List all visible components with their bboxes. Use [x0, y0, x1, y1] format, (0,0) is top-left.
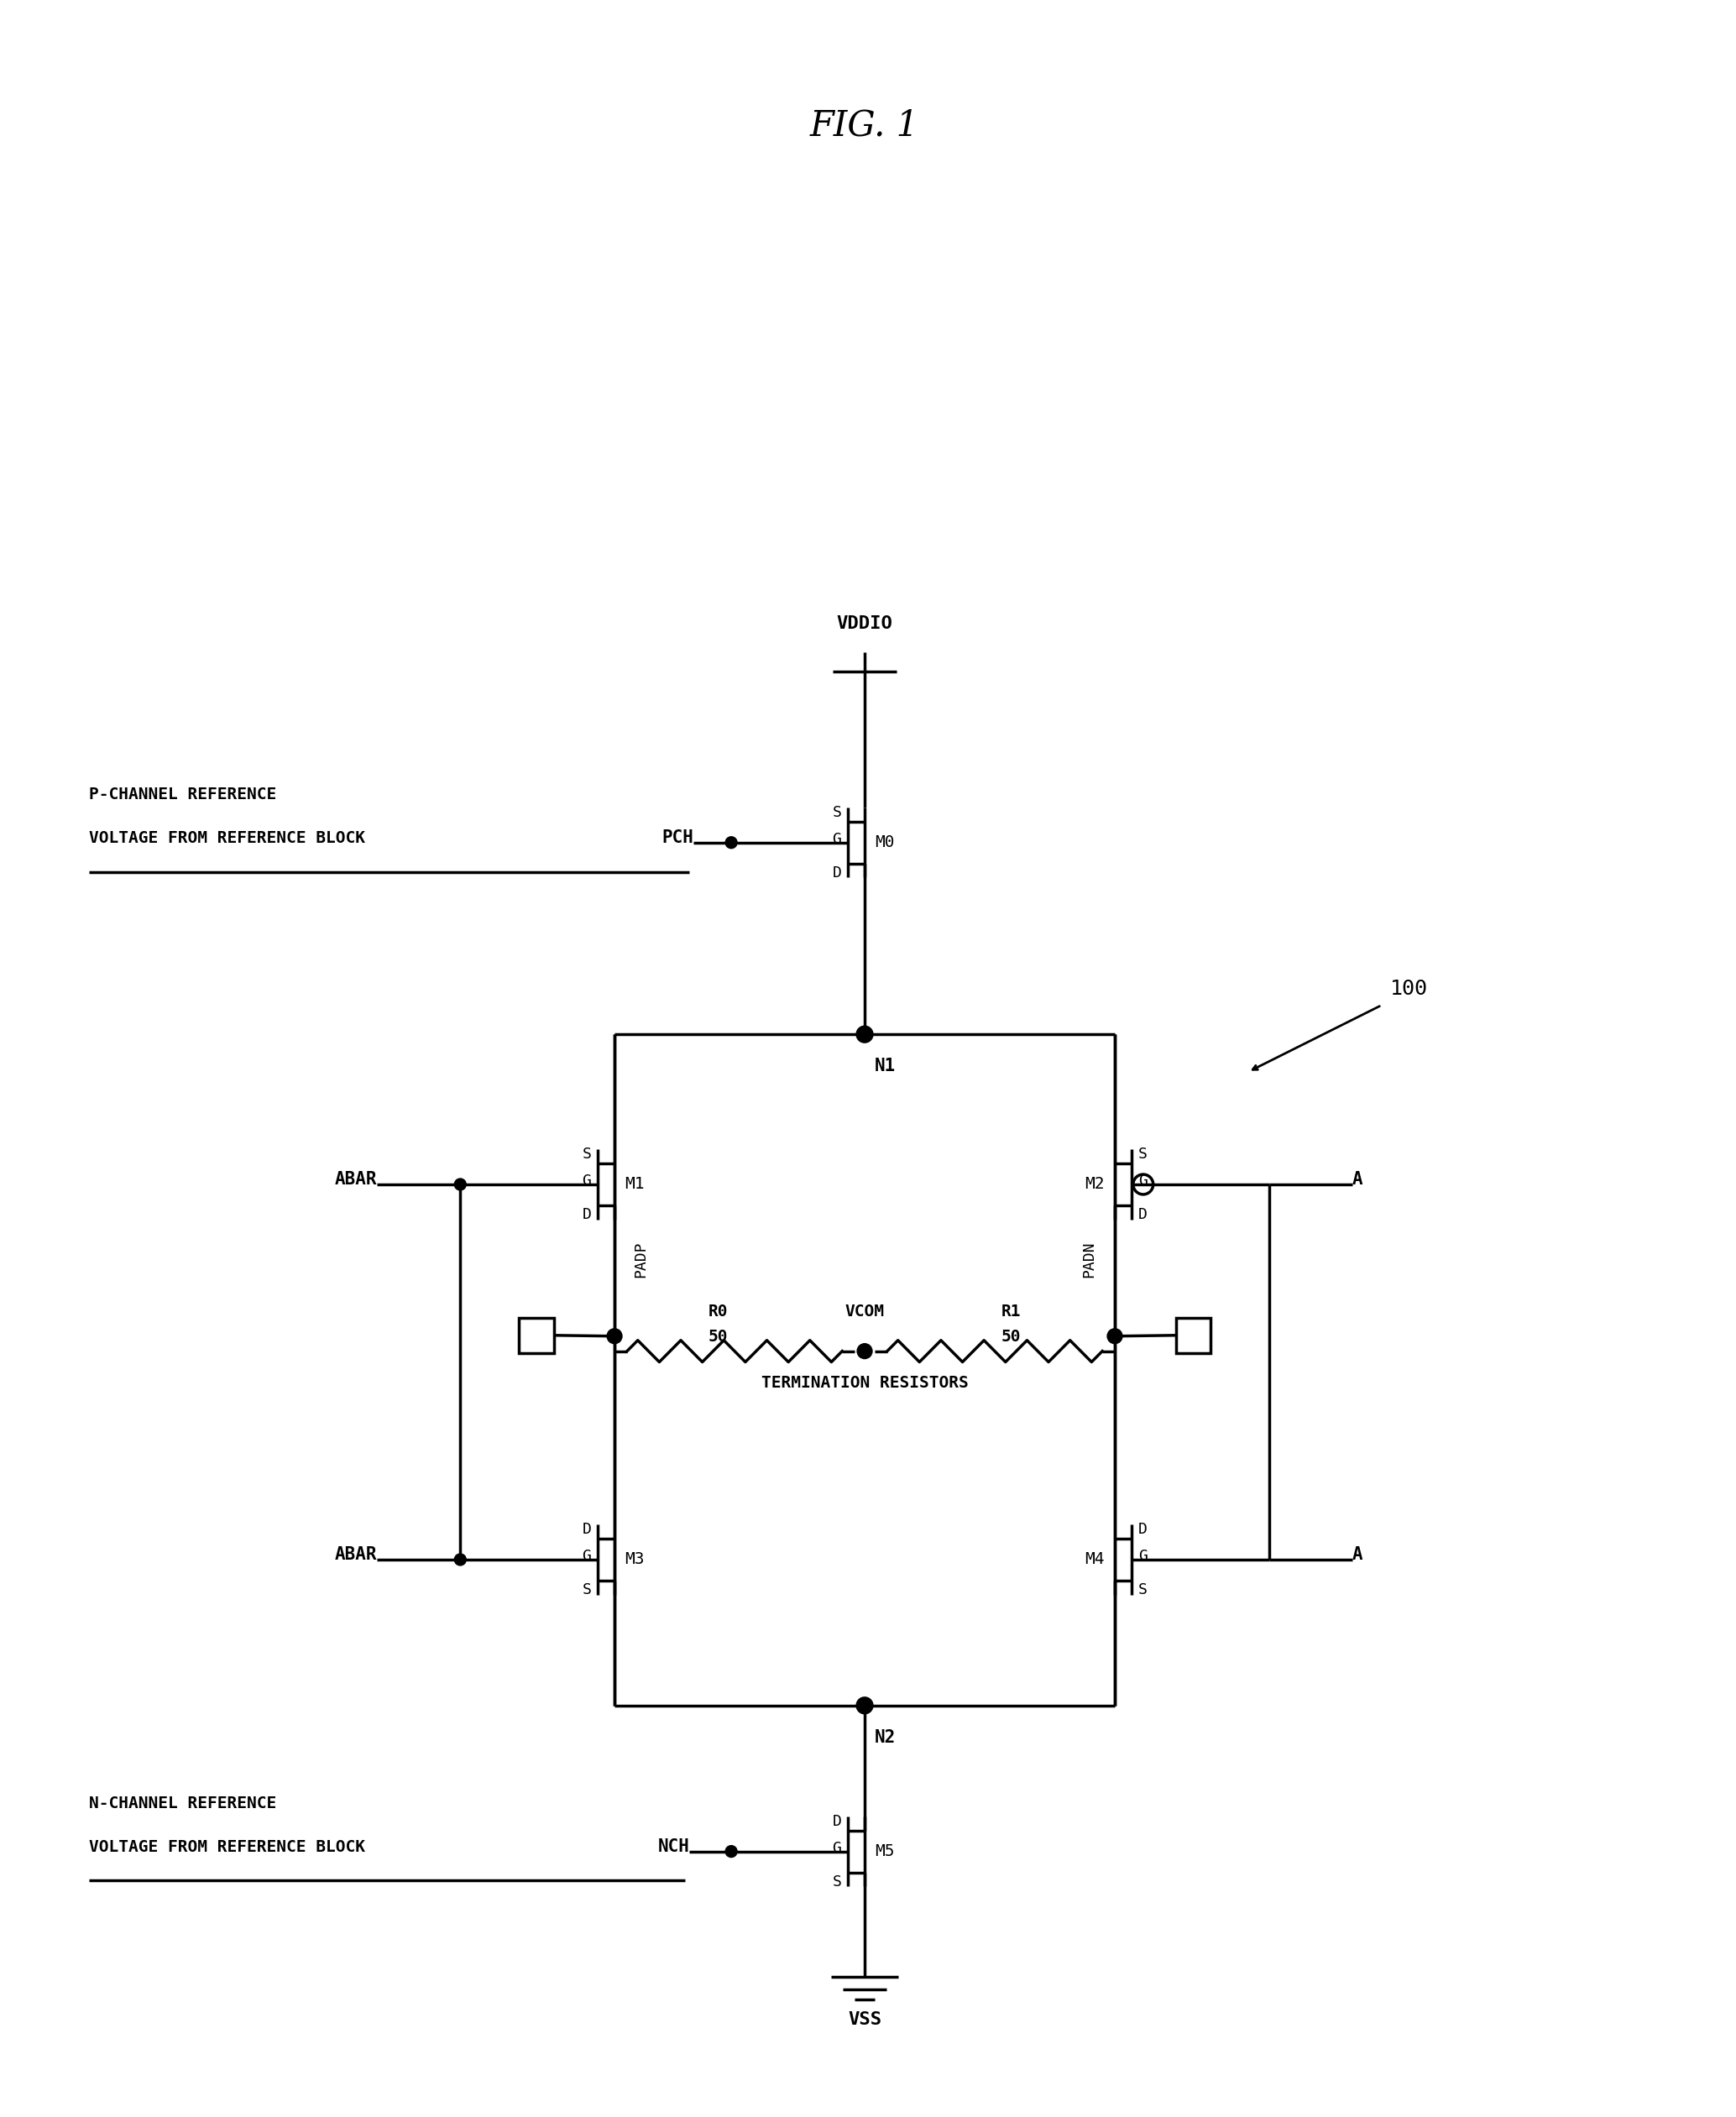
Bar — [1175, 1317, 1210, 1353]
Text: VDDIO: VDDIO — [837, 616, 892, 633]
Circle shape — [856, 1698, 873, 1715]
Text: M3: M3 — [625, 1552, 644, 1567]
Text: ABAR: ABAR — [335, 1171, 377, 1188]
Text: A: A — [1352, 1171, 1363, 1188]
Circle shape — [455, 1179, 465, 1190]
Text: VSS: VSS — [847, 2011, 882, 2028]
Text: M1: M1 — [625, 1177, 644, 1192]
Text: M2: M2 — [1085, 1177, 1104, 1192]
Text: PCH: PCH — [661, 830, 694, 847]
Text: VCOM: VCOM — [845, 1304, 884, 1319]
Circle shape — [856, 1027, 873, 1044]
Text: D: D — [832, 1814, 842, 1829]
Text: R0: R0 — [708, 1304, 727, 1319]
Text: G: G — [582, 1173, 592, 1188]
Text: M0: M0 — [875, 834, 894, 851]
Circle shape — [726, 836, 738, 849]
Circle shape — [455, 1554, 465, 1564]
Text: 100: 100 — [1391, 978, 1427, 999]
Circle shape — [858, 1344, 871, 1359]
Text: VOLTAGE FROM REFERENCE BLOCK: VOLTAGE FROM REFERENCE BLOCK — [89, 1840, 365, 1854]
Text: P-CHANNEL REFERENCE: P-CHANNEL REFERENCE — [89, 785, 276, 802]
Text: D: D — [582, 1522, 592, 1537]
Text: NCH: NCH — [658, 1838, 689, 1854]
Text: TERMINATION RESISTORS: TERMINATION RESISTORS — [760, 1374, 969, 1391]
Bar — [519, 1317, 554, 1353]
Text: 50: 50 — [1002, 1329, 1021, 1344]
Text: G: G — [1139, 1173, 1147, 1188]
Text: S: S — [582, 1581, 592, 1598]
Text: D: D — [1139, 1522, 1147, 1537]
Text: N1: N1 — [875, 1058, 896, 1075]
Text: D: D — [1139, 1207, 1147, 1222]
Text: G: G — [582, 1550, 592, 1564]
Text: A: A — [1352, 1545, 1363, 1562]
Text: N-CHANNEL REFERENCE: N-CHANNEL REFERENCE — [89, 1795, 276, 1810]
Text: FIG. 1: FIG. 1 — [811, 108, 920, 144]
Text: PADP: PADP — [634, 1241, 648, 1279]
Circle shape — [726, 1846, 738, 1857]
Circle shape — [1108, 1329, 1121, 1344]
Text: S: S — [582, 1147, 592, 1162]
Text: S: S — [832, 804, 842, 819]
Text: S: S — [1139, 1581, 1147, 1598]
Text: S: S — [832, 1874, 842, 1888]
Text: G: G — [832, 832, 842, 847]
Text: VOLTAGE FROM REFERENCE BLOCK: VOLTAGE FROM REFERENCE BLOCK — [89, 830, 365, 847]
Text: G: G — [832, 1840, 842, 1857]
Text: D: D — [832, 866, 842, 881]
Text: 50: 50 — [708, 1329, 727, 1344]
Text: G: G — [1139, 1550, 1147, 1564]
Text: ABAR: ABAR — [335, 1545, 377, 1562]
Text: S: S — [1139, 1147, 1147, 1162]
Text: D: D — [582, 1207, 592, 1222]
Text: M4: M4 — [1085, 1552, 1104, 1567]
Text: PADN: PADN — [1082, 1241, 1097, 1279]
Text: M5: M5 — [875, 1844, 894, 1859]
Text: N2: N2 — [875, 1730, 896, 1747]
Circle shape — [608, 1329, 621, 1344]
Text: R1: R1 — [1002, 1304, 1021, 1319]
